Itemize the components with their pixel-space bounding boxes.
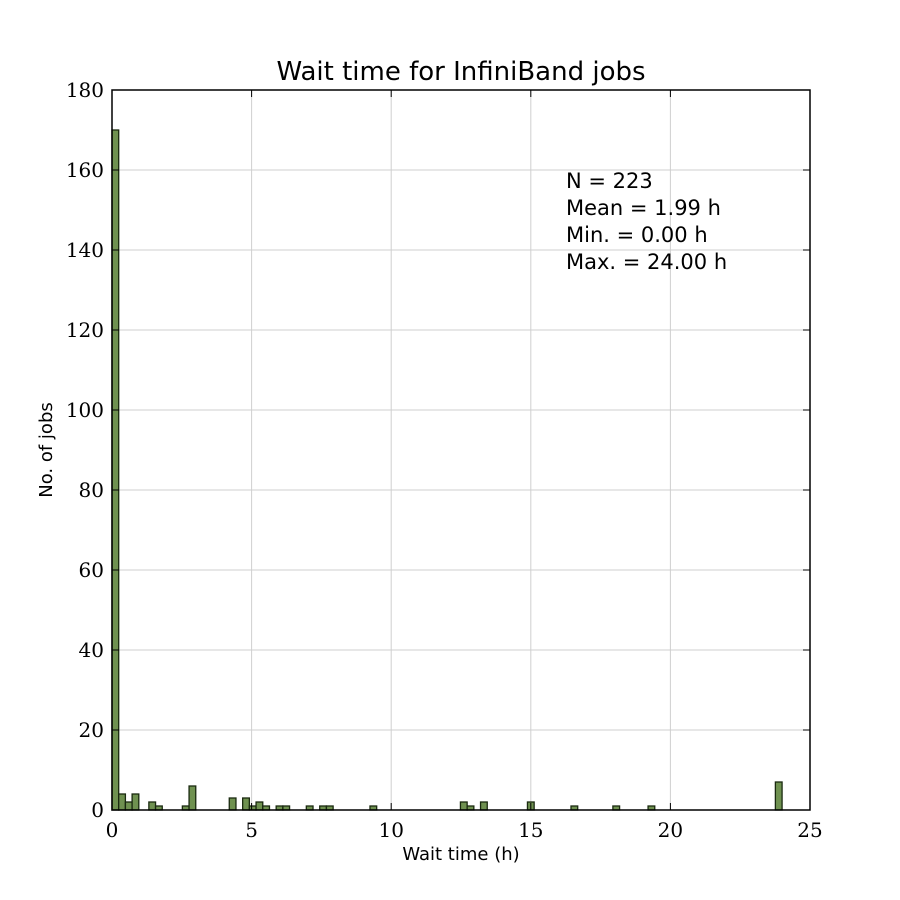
y-axis-label: No. of jobs: [36, 402, 57, 498]
histogram-bar: [111, 129, 120, 811]
y-tick-label: 40: [79, 638, 104, 662]
stats-min: Min. = 0.00 h: [566, 223, 708, 247]
chart-title: Wait time for InfiniBand jobs: [276, 57, 645, 87]
histogram-bar: [255, 801, 264, 811]
histogram-bar: [118, 793, 127, 811]
histogram-bar: [459, 801, 468, 811]
y-tick-label: 20: [79, 718, 104, 742]
y-tick-label: 60: [79, 558, 104, 582]
stats-n: N = 223: [566, 169, 653, 193]
y-tick-label: 120: [66, 318, 104, 342]
histogram-bar: [774, 781, 783, 811]
histogram-bar: [228, 797, 237, 811]
x-tick-label: 20: [658, 818, 683, 842]
y-tick-label: 140: [66, 238, 104, 262]
y-tick-label: 160: [66, 158, 104, 182]
stats-max: Max. = 24.00 h: [566, 250, 727, 274]
plot-frame: [111, 89, 811, 811]
x-tick-label: 25: [797, 818, 822, 842]
y-tick-label: 80: [79, 478, 104, 502]
stats-mean: Mean = 1.99 h: [566, 196, 721, 220]
y-tick-label: 100: [66, 398, 104, 422]
histogram-bar: [188, 785, 197, 811]
stats-annotation: N = 223 Mean = 1.99 h Min. = 0.00 h Max.…: [566, 169, 727, 274]
x-tick-label: 0: [106, 818, 119, 842]
x-tick-label: 10: [378, 818, 403, 842]
x-tick-label: 5: [245, 818, 258, 842]
histogram-bar: [124, 801, 133, 811]
histogram-bar: [242, 797, 251, 811]
x-tick-label: 15: [518, 818, 543, 842]
y-tick-label: 180: [66, 78, 104, 102]
axis-ticks: 0 5 10 15 20 25 0 20 40 60 80 100 120 140 160 180: [66, 78, 823, 842]
histogram-bar: [479, 801, 488, 811]
grid-lines: [112, 90, 810, 810]
histogram-bar: [131, 793, 140, 811]
y-tick-label: 0: [91, 798, 104, 822]
histogram-bar: [148, 801, 157, 811]
x-axis-label: Wait time (h): [402, 844, 519, 865]
